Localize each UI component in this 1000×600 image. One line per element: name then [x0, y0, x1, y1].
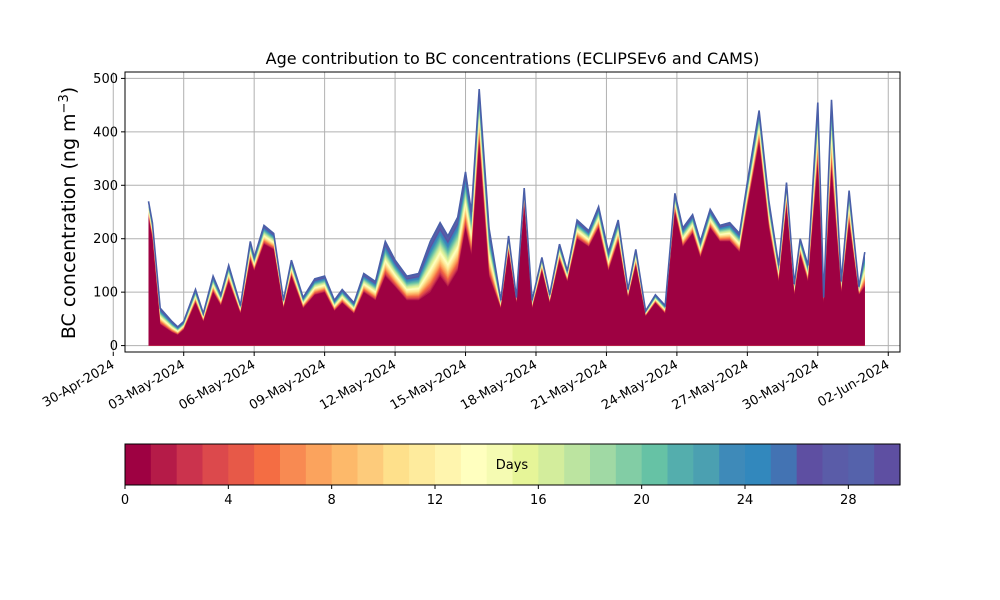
colorbar-segment: [770, 444, 798, 485]
x-tick-label: 02-Jun-2024: [815, 357, 892, 410]
y-axis-label-main: BC concentration (ng m: [58, 113, 80, 339]
colorbar-segment: [176, 444, 204, 485]
y-tick-label: 300: [93, 179, 118, 194]
colorbar-segment: [228, 444, 255, 485]
colorbar-segment: [615, 444, 643, 485]
colorbar-segment: [512, 444, 539, 485]
colorbar-segment: [331, 444, 359, 485]
colorbar-label: Days: [496, 458, 529, 473]
x-tick-label: 30-Apr-2024: [40, 357, 117, 410]
x-tick-label: 27-May-2024: [670, 357, 752, 413]
colorbar-tick-label: 16: [530, 493, 547, 508]
plot-area: 0 100 200 300 400 500 30-Apr-202403-May-202406…: [40, 71, 901, 413]
colorbar-segment: [409, 444, 436, 485]
x-tick-label: 06-May-2024: [176, 357, 258, 413]
colorbar-segment: [719, 444, 746, 485]
x-tick-label: 24-May-2024: [599, 357, 681, 413]
colorbar-segment: [383, 444, 410, 485]
colorbar-segment: [280, 444, 307, 485]
colorbar-segment: [693, 444, 720, 485]
x-tick-label: 12-May-2024: [317, 357, 399, 413]
colorbar-tick-label: 0: [121, 493, 129, 508]
y-tick-label: 100: [93, 286, 118, 301]
colorbar-segment: [125, 444, 152, 485]
y-tick-label: 0: [110, 339, 118, 354]
chart-title: Age contribution to BC concentrations (E…: [266, 49, 760, 68]
x-tick-label: 21-May-2024: [529, 357, 611, 413]
colorbar-tick-label: 24: [737, 493, 754, 508]
y-tick-label: 200: [93, 232, 118, 247]
colorbar-segment: [435, 444, 462, 485]
age-layer-area-0: [148, 142, 865, 346]
colorbar-segment: [564, 444, 591, 485]
total-concentration-line: [147, 89, 866, 328]
colorbar-segment: [486, 444, 514, 485]
colorbar-segment: [641, 444, 669, 485]
x-tick-label: 18-May-2024: [458, 357, 540, 413]
colorbar-segment: [305, 444, 333, 485]
colorbar-segment: [150, 444, 178, 485]
x-tick-label: 30-May-2024: [740, 357, 822, 413]
y-tick-label: 400: [93, 125, 118, 140]
colorbar-tick-label: 20: [633, 493, 650, 508]
colorbar-tick-label: 12: [427, 493, 444, 508]
y-axis-label-exponent: −3: [57, 94, 72, 113]
colorbar-segment: [667, 444, 694, 485]
colorbar-tick-label: 4: [224, 493, 232, 508]
colorbar-tick-label: 28: [840, 493, 857, 508]
colorbar-segment: [796, 444, 824, 485]
x-tick-label: 03-May-2024: [106, 357, 188, 413]
colorbar-segment: [822, 444, 849, 485]
colorbar-tick-label: 8: [328, 493, 336, 508]
colorbar-segment: [254, 444, 281, 485]
colorbar-segment: [357, 444, 384, 485]
colorbar-segment: [460, 444, 488, 485]
colorbar-segment: [538, 444, 565, 485]
plot-frame: [124, 71, 901, 353]
colorbar: 0 4 8 12 16 20 24 28: [121, 443, 901, 508]
colorbar-segment: [202, 444, 229, 485]
y-axis-label-close: ): [58, 87, 80, 94]
y-tick-label: 500: [93, 72, 118, 87]
colorbar-segment: [590, 444, 617, 485]
y-axis-label: BC concentration (ng m−3): [57, 87, 80, 339]
colorbar-segment: [745, 444, 772, 485]
x-tick-label: 15-May-2024: [388, 357, 470, 413]
colorbar-segment: [848, 444, 875, 485]
colorbar-frame: [124, 443, 901, 486]
colorbar-segment: [874, 444, 901, 485]
x-tick-label: 09-May-2024: [247, 357, 329, 413]
